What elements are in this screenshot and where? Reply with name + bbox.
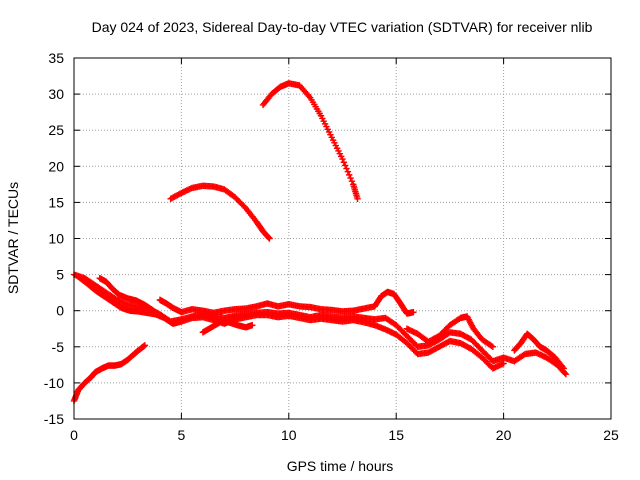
series-arc-9 <box>403 313 497 350</box>
data-point <box>346 171 353 179</box>
chart-title: Day 024 of 2023, Sidereal Day-to-day VTE… <box>92 19 593 35</box>
x-tick-label: 25 <box>603 427 619 443</box>
series-arc-1 <box>70 342 149 405</box>
x-tick-label: 5 <box>178 427 186 443</box>
grid <box>74 58 611 419</box>
x-tick-label: 0 <box>70 427 78 443</box>
data-point <box>149 306 156 314</box>
y-tick-label: 0 <box>56 303 64 319</box>
data-point <box>560 365 567 372</box>
data-point <box>347 174 354 182</box>
data-point <box>561 369 569 377</box>
data-point <box>341 162 349 169</box>
data-point <box>340 159 348 166</box>
x-tick-label: 15 <box>388 427 404 443</box>
x-tick-label: 20 <box>496 427 512 443</box>
x-axis-label: GPS time / hours <box>287 458 394 474</box>
y-tick-label: 25 <box>48 122 64 138</box>
data-point <box>500 360 507 367</box>
y-tick-label: 15 <box>48 194 64 210</box>
series-arc-6 <box>96 275 157 314</box>
plot-frame <box>73 57 612 420</box>
series-arc-4 <box>70 271 570 378</box>
y-tick-label: 5 <box>56 267 64 283</box>
series-arc-8 <box>199 319 256 336</box>
data-point <box>354 195 361 202</box>
series-arc-5 <box>75 273 507 372</box>
data-layer <box>70 80 570 405</box>
y-tick-label: -15 <box>44 411 64 427</box>
data-point <box>489 343 497 350</box>
data-point <box>343 165 350 172</box>
y-tick-label: 20 <box>48 158 64 174</box>
y-tick-label: -10 <box>44 375 64 391</box>
y-tick-label: 30 <box>48 86 64 102</box>
x-tick-label: 10 <box>281 427 297 443</box>
data-point <box>348 177 356 185</box>
series-arc-3 <box>259 80 361 202</box>
series-arc-2 <box>167 182 273 242</box>
y-tick-label: 10 <box>48 231 64 247</box>
series-arc-10 <box>511 330 567 372</box>
series-arc-7 <box>156 288 417 317</box>
data-point <box>562 371 570 378</box>
data-point <box>249 321 256 329</box>
axis-ticks: 0 5 10 15 20 25 -15 -10 -5 0 5 10 15 20 25 30 35 <box>44 50 619 443</box>
data-point <box>150 307 157 314</box>
y-tick-label: -5 <box>52 339 65 355</box>
data-point <box>559 363 566 371</box>
data-point <box>265 234 272 241</box>
data-point <box>339 155 346 163</box>
y-axis-label: SDTVAR / TECUs <box>5 182 21 294</box>
data-point <box>266 235 273 242</box>
data-point <box>410 308 417 316</box>
data-point <box>141 342 149 349</box>
data-point <box>344 168 352 175</box>
y-tick-label: 35 <box>48 50 64 66</box>
data-point <box>488 342 495 350</box>
